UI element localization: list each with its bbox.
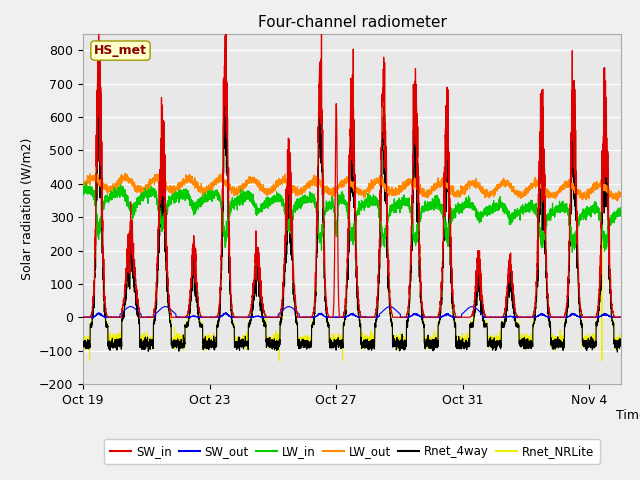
Text: HS_met: HS_met xyxy=(94,44,147,57)
Title: Four-channel radiometer: Four-channel radiometer xyxy=(257,15,447,30)
X-axis label: Time: Time xyxy=(616,408,640,421)
Legend: SW_in, SW_out, LW_in, LW_out, Rnet_4way, Rnet_NRLite: SW_in, SW_out, LW_in, LW_out, Rnet_4way,… xyxy=(104,439,600,464)
Y-axis label: Solar radiation (W/m2): Solar radiation (W/m2) xyxy=(20,138,33,280)
